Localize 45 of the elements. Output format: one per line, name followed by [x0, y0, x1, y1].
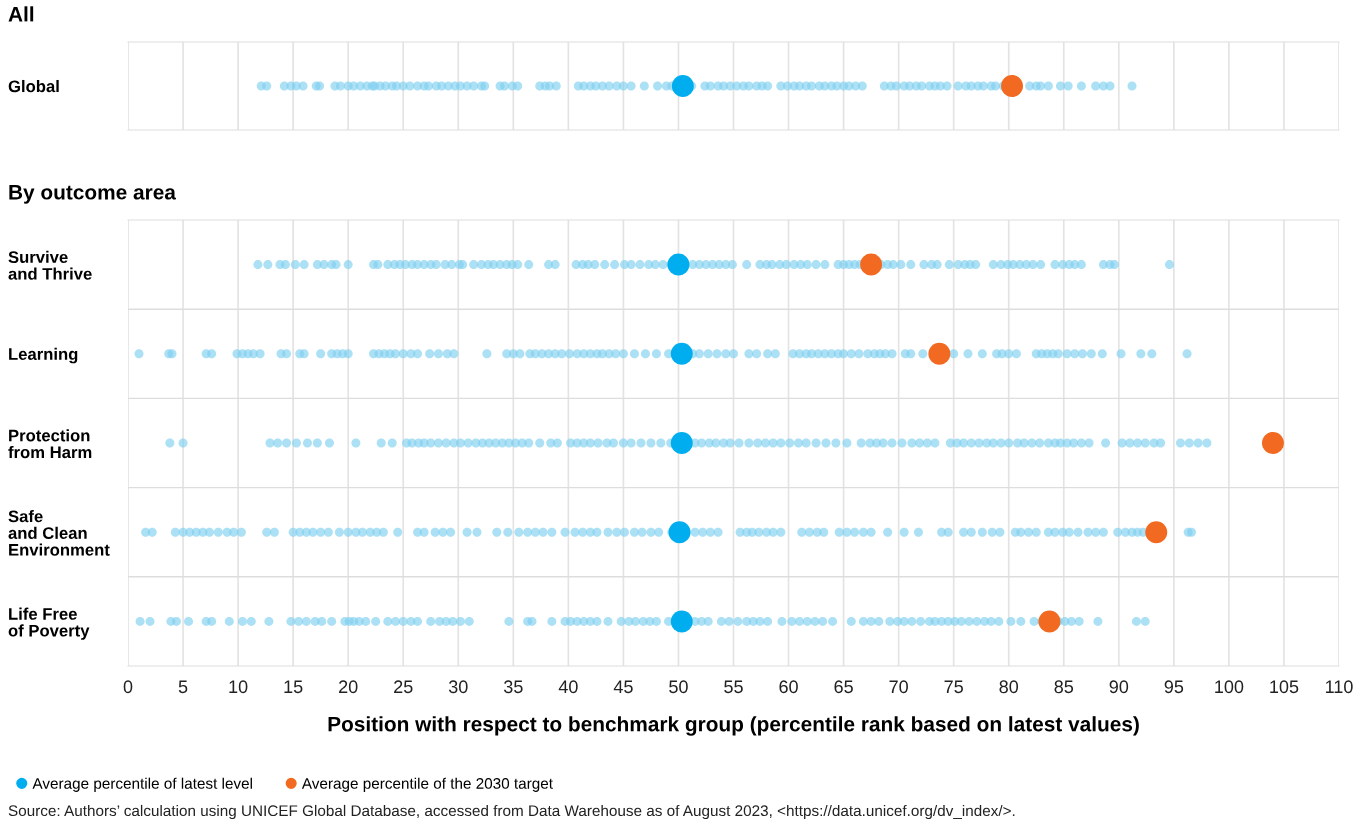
- point: [860, 253, 883, 276]
- x-tick-label: 40: [558, 680, 578, 694]
- x-tick-label: 70: [889, 680, 908, 694]
- point: [668, 521, 691, 544]
- x-tick-label: 0: [123, 680, 133, 694]
- x-tick-label: 45: [613, 680, 633, 694]
- x-tick-label: 90: [1109, 680, 1129, 694]
- y-tick-label: Protection from Harm: [8, 429, 92, 459]
- point: [1038, 610, 1061, 633]
- x-tick-label: 15: [284, 680, 303, 694]
- x-tick-label: 100: [1215, 680, 1244, 694]
- point: [670, 342, 693, 365]
- y-tick-label: Global: [8, 79, 59, 93]
- x-axis-title: Position with respect to benchmark group (percentile rank based on latest values): [328, 716, 1139, 736]
- point: [667, 253, 690, 276]
- x-tick-label: 80: [999, 680, 1019, 694]
- y-tick-label: Survive and Thrive: [8, 250, 92, 280]
- x-tick-label: 75: [944, 680, 963, 694]
- x-tick-label: 95: [1164, 680, 1184, 694]
- x-tick-label: 10: [229, 680, 248, 694]
- x-tick-label: 110: [1325, 680, 1353, 694]
- x-tick-label: 60: [779, 680, 798, 694]
- chart-title: All: [8, 6, 34, 22]
- legend-label: Average percentile of latest level: [32, 777, 252, 792]
- point: [670, 610, 693, 633]
- x-tick-label: 25: [394, 680, 413, 694]
- x-tick-label: 85: [1054, 680, 1074, 694]
- point: [928, 342, 951, 365]
- point: [1261, 432, 1284, 454]
- x-tick-label: 65: [834, 680, 853, 694]
- y-tick-label: Safe and Clean Environment: [8, 510, 110, 556]
- x-tick-label: 105: [1270, 680, 1299, 694]
- x-tick-label: 5: [178, 680, 188, 694]
- chart-title: By outcome area: [9, 185, 177, 204]
- x-tick-label: 30: [448, 680, 468, 694]
- legend-label: Average percentile of the 2030 target: [301, 777, 553, 792]
- x-tick-label: 20: [339, 680, 358, 694]
- source-note: Source: Authors’ calculation using UNICEF Global Database, accessed from Data Warehouse as of August 2023, <https://data.unicef.org/dv_index/>.: [8, 804, 1015, 820]
- y-tick-label: Learning: [9, 347, 78, 364]
- point: [670, 432, 693, 454]
- point: [1145, 521, 1168, 544]
- x-tick-label: 55: [724, 680, 743, 694]
- x-tick-label: 50: [669, 680, 688, 694]
- x-tick-label: 35: [503, 680, 523, 694]
- y-tick-label: Life Free of Poverty: [8, 607, 90, 640]
